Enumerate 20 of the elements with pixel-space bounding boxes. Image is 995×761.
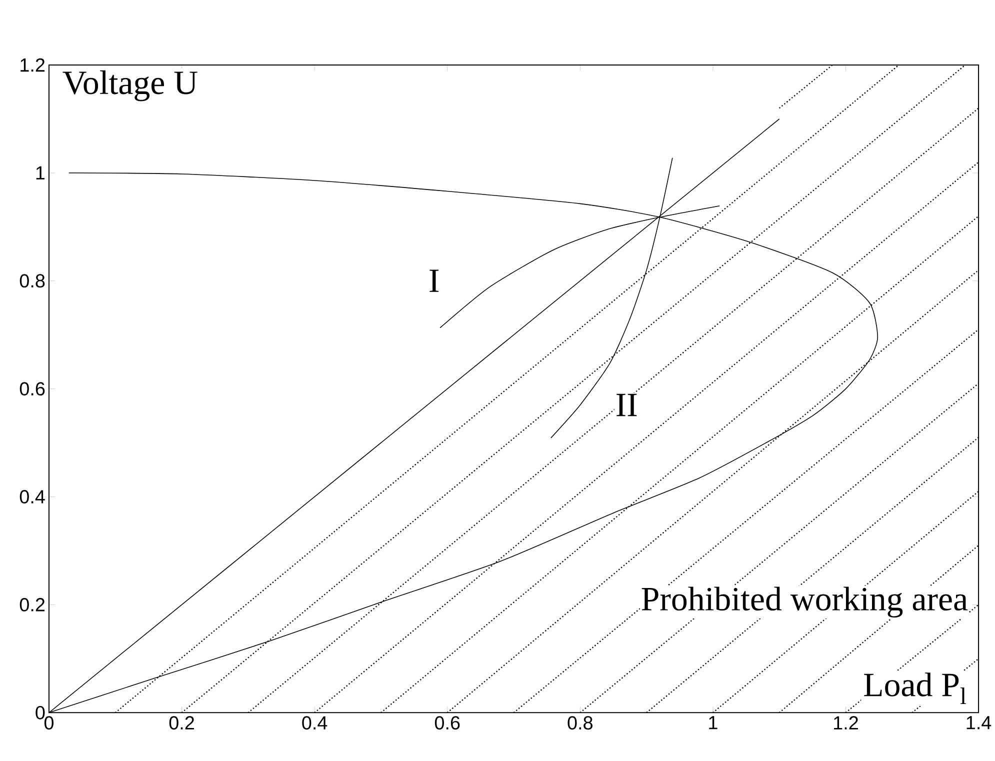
x-tick-label: 1 <box>709 716 718 730</box>
y-tick-label: 0.2 <box>20 598 45 612</box>
x-tick-label: 1.4 <box>966 716 992 730</box>
x-tick-label: 0.6 <box>434 716 460 730</box>
y-tick-label: 1 <box>36 166 45 180</box>
x-tick-label: 0.8 <box>568 716 592 730</box>
y-tick-label: 0.4 <box>20 490 45 504</box>
annotation: I <box>430 270 439 292</box>
x-tick-label: 0.2 <box>169 716 194 730</box>
annotation: Prohibited working area <box>642 586 968 618</box>
y-tick-label: 0 <box>36 706 45 720</box>
x-tick-label: 1.2 <box>834 716 858 730</box>
y-tick-label: 0.6 <box>20 382 45 396</box>
y-tick-label: 0.8 <box>20 274 45 288</box>
x-tick-label: 0.4 <box>302 716 328 730</box>
y-tick-label: 1.2 <box>20 58 45 72</box>
annotation: II <box>616 394 637 416</box>
y-axis-title: Voltage U <box>62 70 198 102</box>
x-axis-title: Load P$_{l}$ <box>864 672 966 704</box>
x-tick-label: 0 <box>44 716 54 730</box>
